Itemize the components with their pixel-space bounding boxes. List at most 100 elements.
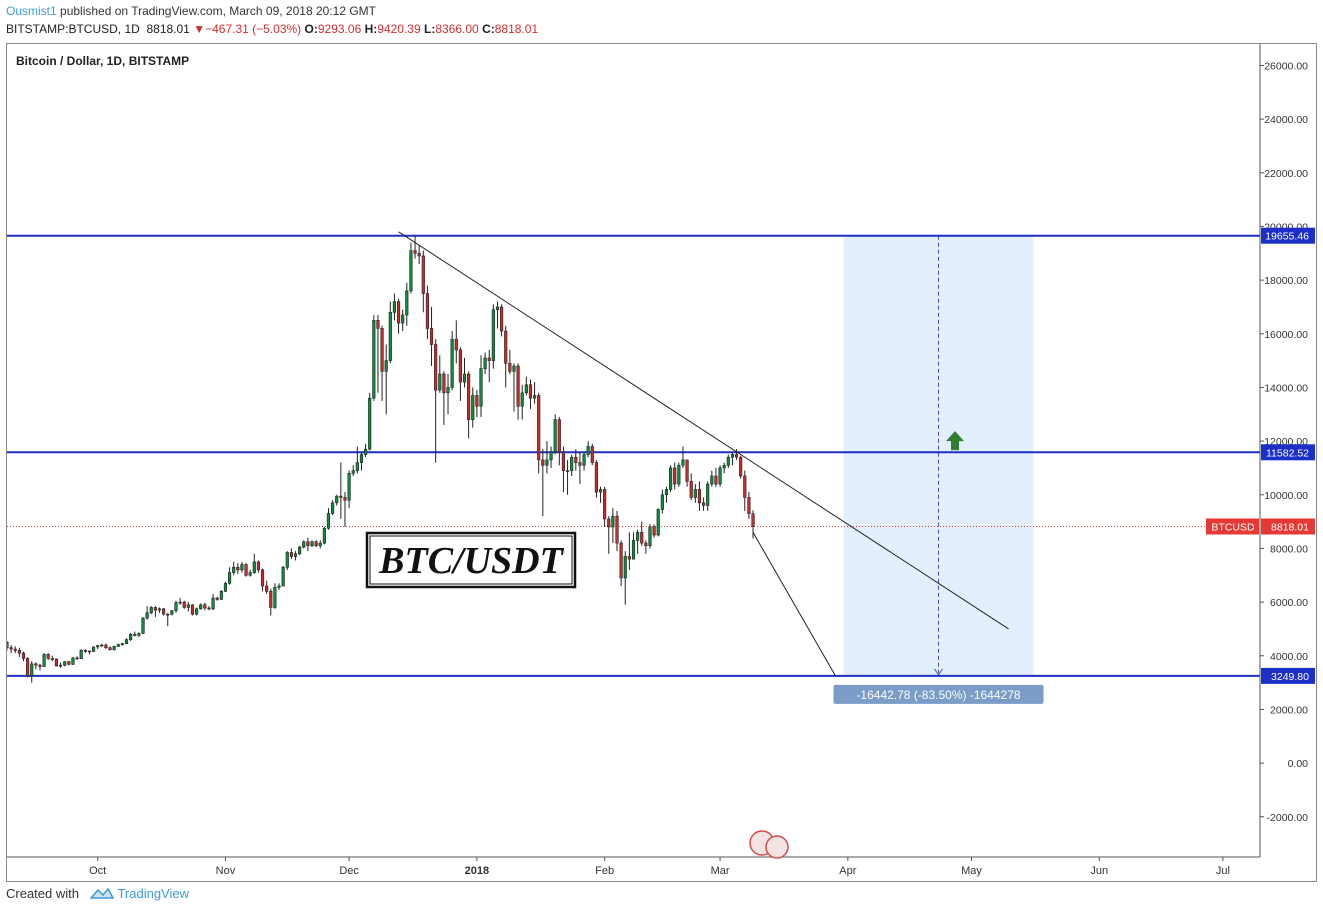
candle-body: [578, 462, 582, 466]
candle-body: [240, 564, 244, 571]
candle-body: [248, 572, 252, 576]
candle-body: [570, 456, 574, 471]
chart-title: Bitcoin / Dollar, 1D, BITSTAMP: [16, 54, 189, 68]
candle-body: [223, 583, 228, 592]
candle-body: [326, 513, 331, 529]
candle-body: [533, 395, 537, 399]
candle-body: [54, 658, 59, 667]
candle-body: [71, 657, 75, 665]
candle-body: [706, 483, 710, 506]
overlay-box: [365, 531, 577, 589]
candle-body: [454, 338, 458, 351]
candle-body: [322, 528, 326, 544]
candle-body: [170, 610, 174, 615]
level-tag-label: 3249.80: [1271, 671, 1309, 683]
time-tick-label: Jul: [1216, 865, 1230, 877]
candle-body: [747, 497, 751, 514]
candle-body: [38, 664, 42, 667]
candle-body: [129, 633, 133, 640]
close-label: C:: [482, 22, 495, 36]
candle-body: [269, 591, 273, 608]
candle-body: [141, 617, 145, 634]
candle-body: [640, 532, 644, 544]
candle-body: [681, 459, 685, 466]
candle-body: [508, 362, 512, 372]
candle-body: [17, 650, 21, 654]
candle-body: [644, 542, 648, 547]
last-price-tag: [1261, 518, 1315, 535]
candle-body: [46, 654, 50, 659]
price-tick-label: 18000.00: [1264, 275, 1308, 287]
candle-body: [343, 497, 347, 501]
candle-body: [545, 459, 549, 466]
tradingview-link[interactable]: TradingView: [117, 886, 189, 901]
price-tick-label: 2000.00: [1270, 704, 1308, 716]
candle-body: [298, 546, 302, 555]
time-tick-label: 2018: [465, 865, 489, 877]
candle-body: [590, 446, 594, 463]
price-tick-label: 0.00: [1288, 758, 1309, 770]
candle-body: [500, 306, 504, 332]
candle-body: [199, 604, 203, 610]
price-tick-label: 24000.00: [1264, 114, 1308, 126]
candle-body: [504, 330, 508, 364]
candle-body: [314, 541, 318, 547]
candle-body: [302, 541, 306, 548]
author-link[interactable]: Ousmist1: [6, 4, 57, 18]
candle-body: [520, 392, 524, 407]
overlay-inner-border: [369, 535, 573, 585]
time-tick-label: Apr: [839, 865, 856, 877]
open-label: O:: [304, 22, 318, 36]
candle-body: [615, 515, 619, 544]
chart-frame[interactable]: -16442.78 (-83.50%) -1644278 BTC/USDT Bitc…: [6, 43, 1317, 882]
candle-body: [50, 658, 54, 660]
candle-body: [384, 360, 388, 372]
price-tick-label: 8000.00: [1270, 543, 1308, 555]
candle-body: [120, 643, 124, 645]
candle-body: [660, 494, 664, 510]
price-tick-label: 10000.00: [1264, 490, 1308, 502]
candle-body: [623, 556, 627, 579]
candle-body: [557, 419, 561, 453]
candle-body: [586, 446, 590, 455]
candle-body: [677, 464, 681, 485]
candle-body: [42, 654, 46, 667]
price-chart[interactable]: -16442.78 (-83.50%) -1644278 BTC/USDT Bitc…: [7, 44, 1316, 881]
time-tick-label: Nov: [216, 865, 236, 877]
time-tick-label: May: [961, 865, 982, 877]
candle-body: [664, 489, 669, 496]
candle-body: [153, 607, 157, 611]
candle-body: [265, 585, 269, 592]
candle-body: [59, 664, 63, 667]
price-tick-label: 6000.00: [1270, 597, 1308, 609]
candle-body: [285, 552, 289, 568]
candle-body: [421, 255, 425, 294]
candle-body: [685, 459, 689, 482]
candle-body: [79, 650, 83, 660]
close-value: 8818.01: [494, 22, 539, 36]
candle-body: [318, 542, 322, 547]
candle-body: [91, 646, 96, 652]
candle-body: [116, 644, 120, 647]
candle-body: [124, 639, 129, 644]
created-with-text: Created with: [6, 886, 79, 901]
candle-body: [277, 585, 281, 588]
candle-body: [355, 462, 359, 471]
candle-body: [236, 566, 240, 571]
candle-body: [21, 652, 26, 659]
tradingview-logo-icon[interactable]: [89, 887, 115, 899]
candle-body: [537, 395, 541, 461]
candle-body: [471, 395, 475, 420]
measure-label-box: [833, 684, 1044, 704]
candle-body: [149, 607, 153, 614]
candle-body: [273, 587, 277, 608]
candle-body: [611, 515, 615, 528]
candle-body: [26, 658, 30, 677]
candle-body: [190, 604, 195, 615]
candle-body: [83, 650, 87, 652]
candle-body: [627, 556, 631, 560]
candle-body: [34, 663, 38, 666]
down-arrow-icon: ▼: [193, 22, 206, 36]
candle-body: [516, 365, 520, 407]
candle-body: [512, 365, 516, 372]
